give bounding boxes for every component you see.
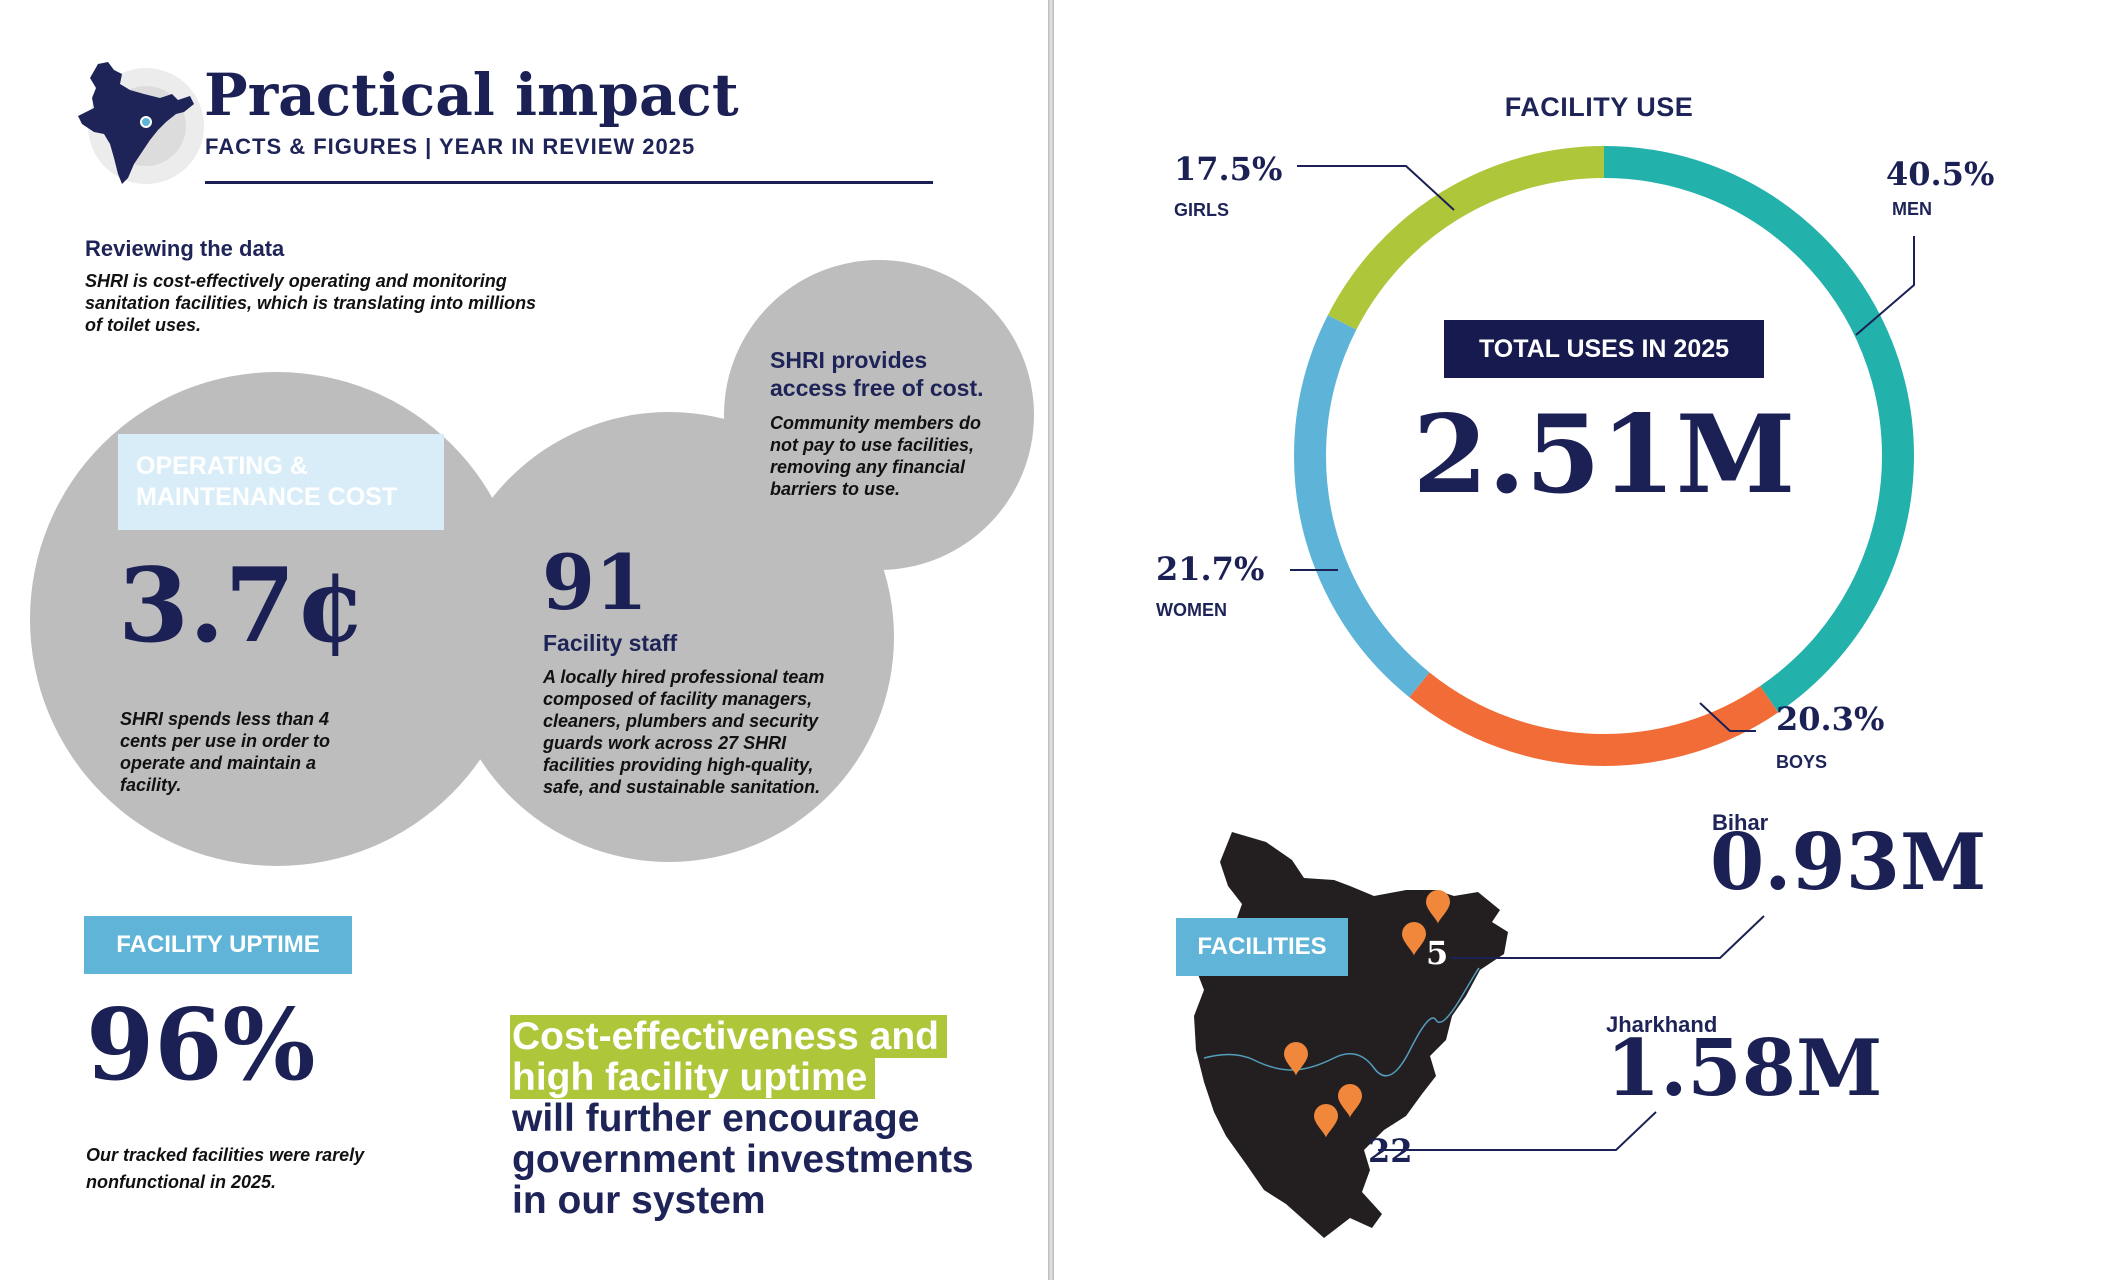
pin-jharkhand-2 bbox=[1338, 1084, 1362, 1118]
quote-line-3: will further encourage bbox=[512, 1097, 920, 1140]
leader-boys bbox=[1699, 702, 1756, 732]
leader-men bbox=[1855, 236, 1915, 336]
leader-girls bbox=[1297, 165, 1455, 211]
india-silhouette bbox=[78, 62, 194, 184]
staff-text: A locally hired professional team compos… bbox=[543, 667, 825, 797]
cost-label-text: OPERATING & MAINTENANCE COST bbox=[136, 452, 398, 511]
staff-value: 91 bbox=[542, 538, 648, 627]
boys-value: 20.3% bbox=[1776, 700, 1885, 738]
map-leader-lines bbox=[1378, 915, 1765, 1151]
pin-bihar-1 bbox=[1426, 890, 1450, 924]
title-underline bbox=[205, 181, 933, 184]
bihar-count: 5 bbox=[1426, 934, 1449, 972]
cost-text: SHRI spends less than 4 cents per use in… bbox=[120, 709, 331, 795]
review-heading: Reviewing the data bbox=[85, 236, 285, 261]
quote-line-2: high facility uptime bbox=[510, 1056, 876, 1099]
facility-use-title: FACILITY USE bbox=[1504, 92, 1694, 122]
jharkhand-name: Jharkhand bbox=[1606, 1012, 1718, 1037]
jharkhand-value: 1.58M bbox=[1606, 1023, 1883, 1114]
cost-value: 3.7¢ bbox=[118, 546, 367, 666]
bihar-value: 0.93M bbox=[1710, 817, 1987, 908]
leader-jharkhand bbox=[1378, 1111, 1657, 1151]
pin-jharkhand-3 bbox=[1314, 1104, 1338, 1138]
quote-line-4: government investments bbox=[512, 1138, 974, 1181]
total-uses-value: 2.51M bbox=[1412, 392, 1796, 518]
uptime-label: FACILITY UPTIME bbox=[84, 916, 352, 974]
left-page: Practical impact FACTS & FIGURES | YEAR … bbox=[0, 0, 1048, 1280]
free-heading: SHRI provides access free of cost. bbox=[770, 347, 984, 401]
staff-label: Facility staff bbox=[543, 630, 678, 656]
girls-label: GIRLS bbox=[1174, 200, 1230, 220]
page-gutter bbox=[1048, 0, 1054, 1280]
total-uses-label: TOTAL USES IN 2025 bbox=[1444, 320, 1764, 378]
right-page: FACILITY USE TOTAL USES IN 2025 2.51M 17… bbox=[1054, 0, 2104, 1280]
logo-location-dot bbox=[140, 116, 152, 128]
donut-leader-lines bbox=[1290, 165, 1915, 732]
facilities-label: FACILITIES bbox=[1176, 918, 1348, 976]
facility-use-donut bbox=[1294, 146, 1914, 766]
cost-label: OPERATING & MAINTENANCE COST bbox=[118, 434, 444, 530]
girls-value: 17.5% bbox=[1174, 150, 1283, 188]
men-label: MEN bbox=[1892, 199, 1932, 219]
men-value: 40.5% bbox=[1886, 155, 1995, 193]
free-circle bbox=[724, 260, 1034, 570]
quote-line-1: Cost-effectiveness and bbox=[510, 1015, 947, 1058]
quote-block: Cost-effectiveness and high facility upt… bbox=[510, 1015, 974, 1222]
page-title: Practical impact bbox=[204, 61, 739, 129]
pin-bihar-2 bbox=[1402, 922, 1426, 956]
donut-segment-boys bbox=[1294, 146, 1914, 766]
jharkhand-count: 22 bbox=[1368, 1132, 1413, 1170]
uptime-value: 96% bbox=[86, 988, 316, 1103]
review-text: SHRI is cost-effectively operating and m… bbox=[85, 271, 537, 335]
pin-jharkhand-1 bbox=[1284, 1042, 1308, 1076]
uptime-text: Our tracked facilities were rarely nonfu… bbox=[86, 1145, 365, 1192]
quote-line-5: in our system bbox=[512, 1179, 766, 1222]
free-text: Community members do not pay to use faci… bbox=[770, 413, 982, 499]
boys-label: BOYS bbox=[1776, 752, 1828, 772]
page-subtitle: FACTS & FIGURES | YEAR IN REVIEW 2025 bbox=[205, 134, 696, 159]
bihar-name: Bihar bbox=[1712, 810, 1769, 835]
women-value: 21.7% bbox=[1156, 550, 1265, 588]
leader-bihar bbox=[1450, 915, 1765, 959]
women-label: WOMEN bbox=[1156, 600, 1227, 620]
state-border-line bbox=[1203, 967, 1480, 1077]
donut-segment-women bbox=[1294, 146, 1914, 766]
india-map-logo bbox=[78, 62, 204, 184]
donut-segment-girls bbox=[1294, 146, 1914, 766]
